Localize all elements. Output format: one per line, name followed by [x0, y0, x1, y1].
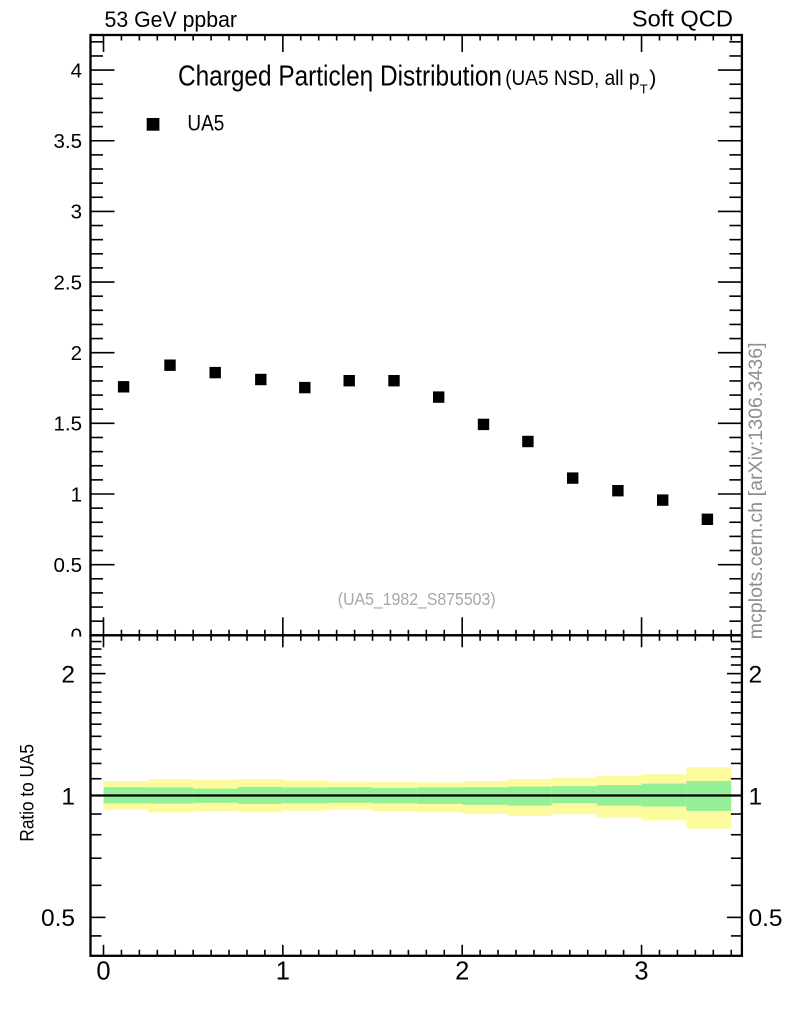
svg-text:2: 2 — [61, 661, 75, 688]
svg-text:(UA5 NSD, all p: (UA5 NSD, all p — [505, 66, 639, 90]
svg-text:0: 0 — [96, 958, 110, 986]
svg-text:3.5: 3.5 — [54, 130, 83, 153]
svg-text:2: 2 — [455, 958, 469, 986]
svg-text:(UA5_1982_S875503): (UA5_1982_S875503) — [338, 589, 496, 609]
svg-text:3: 3 — [634, 958, 648, 986]
svg-text:2.5: 2.5 — [54, 271, 83, 294]
svg-text:): ) — [649, 66, 656, 90]
svg-text:53 GeV ppbar: 53 GeV ppbar — [105, 7, 238, 32]
svg-text:Ratio to UA5: Ratio to UA5 — [18, 744, 39, 842]
svg-text:2: 2 — [749, 661, 763, 688]
svg-text:0.5: 0.5 — [749, 905, 783, 932]
svg-text:mcplots.cern.ch [arXiv:1306.34: mcplots.cern.ch [arXiv:1306.3436] — [746, 342, 767, 639]
svg-text:3: 3 — [71, 201, 82, 224]
svg-text:1.5: 1.5 — [54, 413, 83, 436]
svg-text:T: T — [640, 82, 648, 97]
svg-text:1: 1 — [276, 958, 290, 986]
svg-text:1: 1 — [71, 483, 82, 506]
svg-text:0.5: 0.5 — [41, 905, 75, 932]
svg-text:4: 4 — [71, 59, 82, 82]
svg-text:UA5: UA5 — [187, 111, 224, 136]
svg-text:1: 1 — [749, 783, 763, 810]
svg-text:0.5: 0.5 — [54, 554, 83, 577]
svg-text:2: 2 — [71, 342, 82, 365]
svg-text:Soft QCD: Soft QCD — [632, 6, 733, 32]
svg-text:0: 0 — [71, 625, 82, 648]
svg-text:Charged Particleη Distribution: Charged Particleη Distribution — [178, 61, 502, 93]
svg-text:1: 1 — [61, 783, 75, 810]
